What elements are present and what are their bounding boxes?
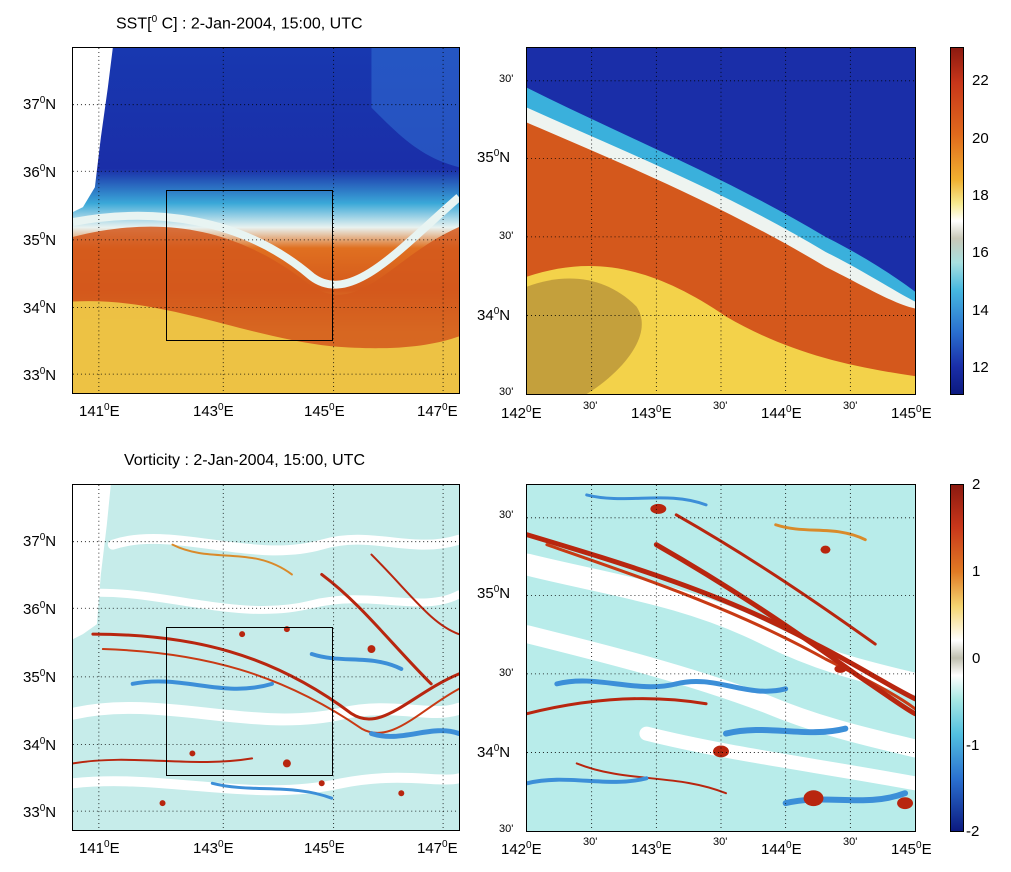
- sst-lon-145: 1450E: [304, 402, 345, 420]
- sst-cb-12: 12: [972, 359, 989, 376]
- vort-lon-141: 1410E: [79, 839, 120, 857]
- vort-zoom-lat-30c: 30': [499, 823, 514, 835]
- sst-zoom-lat-35: 350N: [477, 148, 511, 166]
- vort-zoom-lon-142: 1420E: [501, 840, 542, 858]
- sst-lon-147: 1470E: [417, 402, 458, 420]
- vort-zoom-lat-30b: 30': [499, 667, 514, 679]
- sst-cb-22: 22: [972, 72, 989, 89]
- vort-cb-1: 1: [972, 563, 981, 580]
- vort-zoom-lat-35: 350N: [477, 584, 511, 602]
- sst-zoom-box: [166, 190, 333, 341]
- vorticity-colorbar: [950, 484, 964, 832]
- sst-zoom-lat-30a: 30': [499, 73, 514, 85]
- vort-lat-33: 330N: [23, 803, 57, 821]
- sst-zoom-lon-142: 1420E: [501, 404, 542, 422]
- vorticity-map-full: [72, 484, 460, 831]
- sst-zoom-lon-143: 1430E: [631, 404, 672, 422]
- vort-lat-36: 360N: [23, 600, 57, 618]
- vort-lat-34: 340N: [23, 736, 57, 754]
- vort-zoom-lon-30c: 30': [843, 836, 858, 848]
- sst-lon-143: 1430E: [193, 402, 234, 420]
- vort-lat-35: 350N: [23, 668, 57, 686]
- vort-cb-neg1: -1: [966, 737, 980, 754]
- sst-zoom-lon-144: 1440E: [761, 404, 802, 422]
- sst-zoom-lon-30a: 30': [583, 400, 598, 412]
- sst-title: SST[0 C] : 2-Jan-2004, 15:00, UTC: [116, 14, 363, 33]
- sst-zoom-lon-30b: 30': [713, 400, 728, 412]
- vort-zoom-lon-144: 1440E: [761, 840, 802, 858]
- vorticity-zoom-box: [166, 627, 333, 776]
- vort-zoom-lon-145: 1450E: [891, 840, 932, 858]
- sst-lat-37: 370N: [23, 95, 57, 113]
- sst-zoom-lat-30b: 30': [499, 230, 514, 242]
- sst-cb-20: 20: [972, 130, 989, 147]
- sst-map-full: [72, 47, 460, 394]
- sst-colorbar: [950, 47, 964, 395]
- vorticity-title: Vorticity : 2-Jan-2004, 15:00, UTC: [124, 452, 365, 469]
- sst-zoom-lat-30c: 30': [499, 386, 514, 398]
- vorticity-map-zoom: [526, 484, 916, 832]
- vort-lon-147: 1470E: [417, 839, 458, 857]
- vort-cb-0: 0: [972, 650, 981, 667]
- vort-zoom-lon-143: 1430E: [631, 840, 672, 858]
- sst-cb-16: 16: [972, 244, 989, 261]
- vort-lon-145: 1450E: [304, 839, 345, 857]
- vort-zoom-lat-30a: 30': [499, 509, 514, 521]
- sst-zoom-lon-145: 1450E: [891, 404, 932, 422]
- vort-zoom-lon-30b: 30': [713, 836, 728, 848]
- vort-cb-neg2: -2: [966, 823, 980, 840]
- sst-lon-141: 1410E: [79, 402, 120, 420]
- sst-cb-18: 18: [972, 187, 989, 204]
- vort-cb-2: 2: [972, 476, 981, 493]
- sst-lat-35: 350N: [23, 231, 57, 249]
- vort-lat-37: 370N: [23, 532, 57, 550]
- vort-zoom-lon-30a: 30': [583, 836, 598, 848]
- vort-lon-143: 1430E: [193, 839, 234, 857]
- sst-cb-14: 14: [972, 302, 989, 319]
- sst-map-zoom: [526, 47, 916, 395]
- sst-lat-36: 360N: [23, 163, 57, 181]
- sst-zoom-lon-30c: 30': [843, 400, 858, 412]
- vort-zoom-lat-34: 340N: [477, 743, 511, 761]
- sst-zoom-lat-34: 340N: [477, 306, 511, 324]
- sst-lat-34: 340N: [23, 299, 57, 317]
- sst-lat-33: 330N: [23, 366, 57, 384]
